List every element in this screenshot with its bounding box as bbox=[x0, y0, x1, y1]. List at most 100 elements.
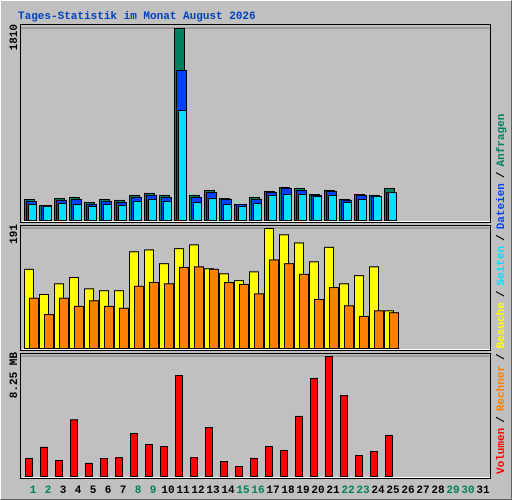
bar bbox=[148, 198, 157, 222]
x-tick-label: 4 bbox=[75, 485, 82, 497]
legend-separator: / bbox=[496, 353, 508, 360]
bar bbox=[283, 194, 292, 221]
panel bbox=[20, 24, 491, 223]
bar bbox=[314, 298, 324, 349]
bar bbox=[70, 419, 78, 478]
bar bbox=[298, 194, 307, 221]
bar bbox=[163, 201, 172, 222]
legend-separator: / bbox=[496, 290, 508, 297]
x-tick-label: 18 bbox=[281, 485, 295, 497]
bar bbox=[224, 282, 234, 349]
bar bbox=[145, 444, 153, 477]
bar bbox=[149, 282, 159, 349]
bar bbox=[284, 263, 294, 350]
bar bbox=[328, 194, 337, 221]
x-tick-label: 29 bbox=[446, 485, 459, 497]
x-tick-label: 3 bbox=[60, 485, 67, 497]
bar bbox=[134, 285, 144, 350]
x-tick-label: 22 bbox=[341, 485, 354, 497]
x-tick-label: 10 bbox=[161, 485, 174, 497]
bar bbox=[310, 377, 318, 477]
bar bbox=[178, 109, 187, 221]
bar bbox=[280, 449, 288, 477]
bar bbox=[73, 203, 82, 221]
x-tick-label: 28 bbox=[431, 485, 445, 497]
x-tick-label: 5 bbox=[90, 485, 97, 497]
bar bbox=[238, 205, 247, 221]
panel bbox=[20, 353, 491, 479]
x-tick-label: 14 bbox=[221, 485, 235, 497]
bar bbox=[235, 465, 243, 477]
bar bbox=[239, 283, 249, 349]
bar bbox=[253, 203, 262, 221]
legend-separator: / bbox=[496, 234, 508, 241]
bar bbox=[164, 283, 174, 350]
legend-separator: / bbox=[496, 416, 508, 423]
chart-title: Tages-Statistik im Monat August 2026 bbox=[18, 11, 256, 23]
x-tick-label: 31 bbox=[476, 485, 490, 497]
x-tick-label: 2 bbox=[45, 485, 52, 497]
bar bbox=[389, 312, 399, 349]
bar bbox=[223, 203, 232, 221]
bar bbox=[359, 315, 369, 350]
bar bbox=[25, 457, 33, 477]
bar bbox=[373, 196, 382, 221]
bar bbox=[74, 305, 84, 350]
bar bbox=[269, 259, 279, 349]
x-tick-label: 25 bbox=[386, 485, 400, 497]
bar bbox=[100, 457, 108, 477]
legend-entry: Seiten bbox=[496, 246, 508, 286]
bar bbox=[190, 457, 198, 478]
x-tick-label: 1 bbox=[30, 485, 37, 497]
bar bbox=[254, 293, 264, 349]
x-tick-label: 26 bbox=[401, 485, 414, 497]
bar bbox=[343, 201, 352, 222]
bar bbox=[265, 446, 273, 478]
bar bbox=[193, 201, 202, 222]
bar bbox=[209, 268, 219, 350]
bar bbox=[119, 307, 129, 350]
bar bbox=[370, 450, 378, 477]
bar bbox=[250, 457, 258, 477]
bar bbox=[344, 305, 354, 350]
bar bbox=[40, 446, 48, 477]
x-tick-label: 17 bbox=[266, 485, 279, 497]
bar bbox=[340, 394, 348, 477]
bar bbox=[208, 198, 217, 222]
bar bbox=[385, 434, 393, 477]
bar bbox=[118, 205, 127, 221]
bar bbox=[205, 426, 213, 477]
bar bbox=[29, 297, 39, 349]
bar bbox=[85, 462, 93, 477]
bar bbox=[325, 356, 333, 477]
bar bbox=[160, 446, 168, 478]
x-tick-label: 16 bbox=[251, 485, 264, 497]
x-tick-label: 30 bbox=[461, 485, 474, 497]
legend-entry: Volumen bbox=[496, 428, 508, 474]
bar bbox=[268, 194, 277, 221]
bar bbox=[358, 198, 367, 222]
bar bbox=[130, 432, 138, 478]
bar bbox=[43, 205, 52, 221]
bar bbox=[103, 203, 112, 221]
legend: Volumen / Rechner / Besuche / Seiten / Dateien / A… bbox=[496, 114, 508, 474]
legend-entry: Rechner bbox=[496, 365, 508, 411]
bar bbox=[58, 203, 67, 221]
bar bbox=[374, 310, 384, 349]
bar bbox=[194, 266, 204, 350]
bar bbox=[89, 300, 99, 350]
legend-separator: / bbox=[496, 171, 508, 178]
x-tick-label: 7 bbox=[120, 485, 127, 497]
x-tick-label: 21 bbox=[326, 485, 340, 497]
x-tick-label: 23 bbox=[356, 485, 370, 497]
y-tick-label: 191 bbox=[9, 224, 21, 244]
bar bbox=[55, 460, 63, 477]
bar bbox=[295, 415, 303, 478]
x-tick-label: 27 bbox=[416, 485, 429, 497]
bar bbox=[133, 201, 142, 222]
x-tick-label: 9 bbox=[150, 485, 157, 497]
x-tick-label: 11 bbox=[176, 485, 190, 497]
bar bbox=[28, 203, 37, 221]
bar bbox=[44, 314, 54, 350]
